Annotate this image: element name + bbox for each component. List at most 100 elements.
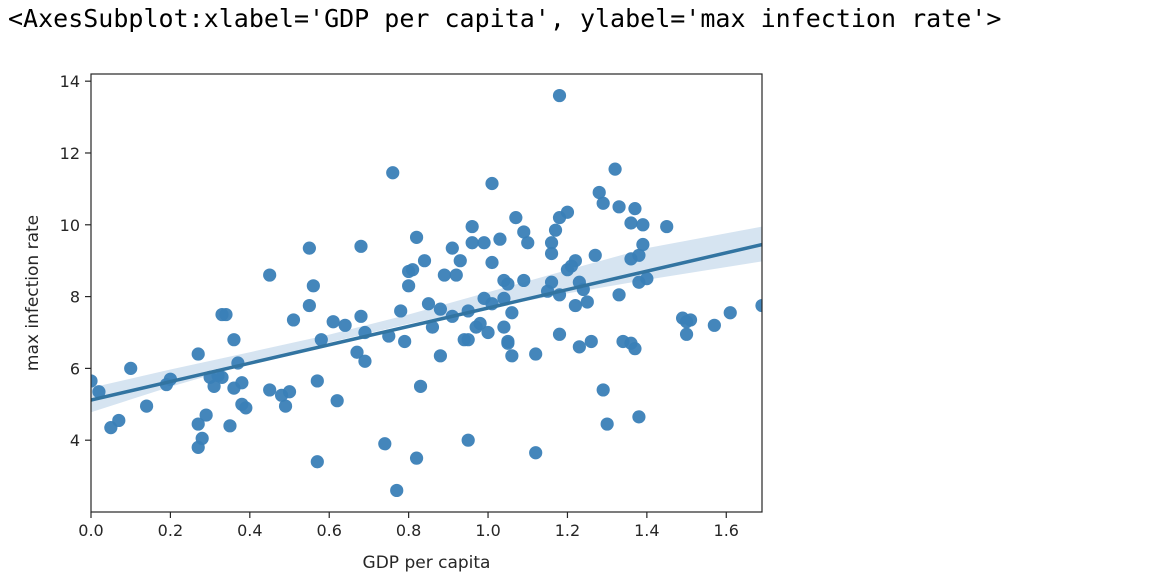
data-point <box>544 246 559 261</box>
data-point <box>453 254 467 268</box>
data-point <box>501 334 515 349</box>
data-point <box>207 379 221 393</box>
data-point <box>219 307 233 322</box>
data-point <box>433 302 447 316</box>
data-point <box>195 431 209 446</box>
x-tick-label: 1.0 <box>475 521 500 540</box>
data-point <box>406 263 420 277</box>
data-point <box>568 254 582 268</box>
data-point <box>394 304 408 318</box>
data-point <box>592 185 606 200</box>
data-point <box>445 241 459 255</box>
data-point <box>521 236 535 250</box>
data-point <box>552 88 567 103</box>
data-point <box>465 219 479 234</box>
data-point <box>707 318 721 332</box>
plot-frame <box>90 73 763 513</box>
data-point <box>330 394 344 408</box>
data-point <box>679 327 694 341</box>
x-tick-label: 1.2 <box>555 521 580 540</box>
data-point <box>417 254 432 268</box>
data-point <box>596 383 610 397</box>
data-point <box>390 483 404 498</box>
data-point <box>350 345 364 359</box>
data-point <box>493 232 507 246</box>
data-point <box>628 342 642 356</box>
x-tick-label: 0.2 <box>158 521 183 540</box>
data-point <box>398 334 412 349</box>
data-point <box>755 298 762 313</box>
y-tick-label: 8 <box>70 288 80 307</box>
data-point <box>409 230 424 244</box>
x-tick-label: 1.4 <box>634 521 659 540</box>
data-point <box>92 385 106 399</box>
x-tick-label: 0.8 <box>396 521 421 540</box>
data-point <box>509 211 523 225</box>
data-point <box>358 354 372 368</box>
data-point <box>560 205 575 219</box>
y-axis-label: max infection rate <box>23 215 43 371</box>
data-point <box>263 268 277 282</box>
data-point <box>310 374 324 388</box>
data-point <box>600 417 614 431</box>
data-point <box>608 162 622 176</box>
data-point <box>409 451 424 465</box>
data-point <box>215 370 229 384</box>
data-point <box>497 291 511 305</box>
y-tick-label: 12 <box>60 144 80 163</box>
data-point <box>139 399 154 413</box>
data-point <box>239 401 253 415</box>
data-point <box>529 446 543 460</box>
data-point <box>282 385 297 399</box>
x-tick-label: 1.6 <box>714 521 739 540</box>
data-point <box>485 255 499 270</box>
data-point <box>572 340 586 354</box>
data-point <box>449 268 463 282</box>
data-point <box>481 325 495 340</box>
x-tick-label: 0.0 <box>78 521 103 540</box>
data-point <box>636 218 650 232</box>
confidence-band <box>91 226 762 413</box>
y-tick-label: 6 <box>70 359 80 378</box>
data-point <box>461 433 475 447</box>
data-point <box>473 316 487 331</box>
x-axis-label: GDP per capita <box>363 553 491 573</box>
data-point <box>552 327 567 341</box>
data-point <box>485 176 499 191</box>
data-point <box>302 241 316 255</box>
data-point <box>354 309 368 323</box>
data-point <box>413 379 428 393</box>
data-point <box>497 320 511 334</box>
data-point <box>632 248 646 262</box>
data-point <box>278 399 293 413</box>
data-point <box>378 437 392 451</box>
data-point <box>529 347 543 361</box>
data-point <box>505 306 519 320</box>
y-tick-label: 4 <box>70 431 80 450</box>
data-point <box>580 295 594 309</box>
data-point <box>235 376 249 390</box>
data-point <box>386 166 400 180</box>
data-point <box>660 219 674 234</box>
data-point <box>628 202 642 216</box>
data-point <box>191 417 205 431</box>
data-point <box>501 277 515 291</box>
x-tick-label: 0.4 <box>237 521 262 540</box>
data-point <box>191 347 205 361</box>
data-point <box>612 288 626 302</box>
data-point <box>596 196 610 210</box>
data-point <box>91 374 98 388</box>
data-point <box>124 361 138 375</box>
data-point <box>306 279 320 293</box>
data-point <box>227 333 241 347</box>
data-point <box>517 225 531 239</box>
data-point <box>199 408 213 422</box>
data-point <box>302 298 316 313</box>
y-tick-label: 10 <box>60 216 80 235</box>
y-tick-label: 14 <box>60 72 80 91</box>
data-point <box>314 333 328 347</box>
data-point <box>636 237 650 252</box>
data-point <box>584 334 598 349</box>
data-point <box>544 236 559 250</box>
